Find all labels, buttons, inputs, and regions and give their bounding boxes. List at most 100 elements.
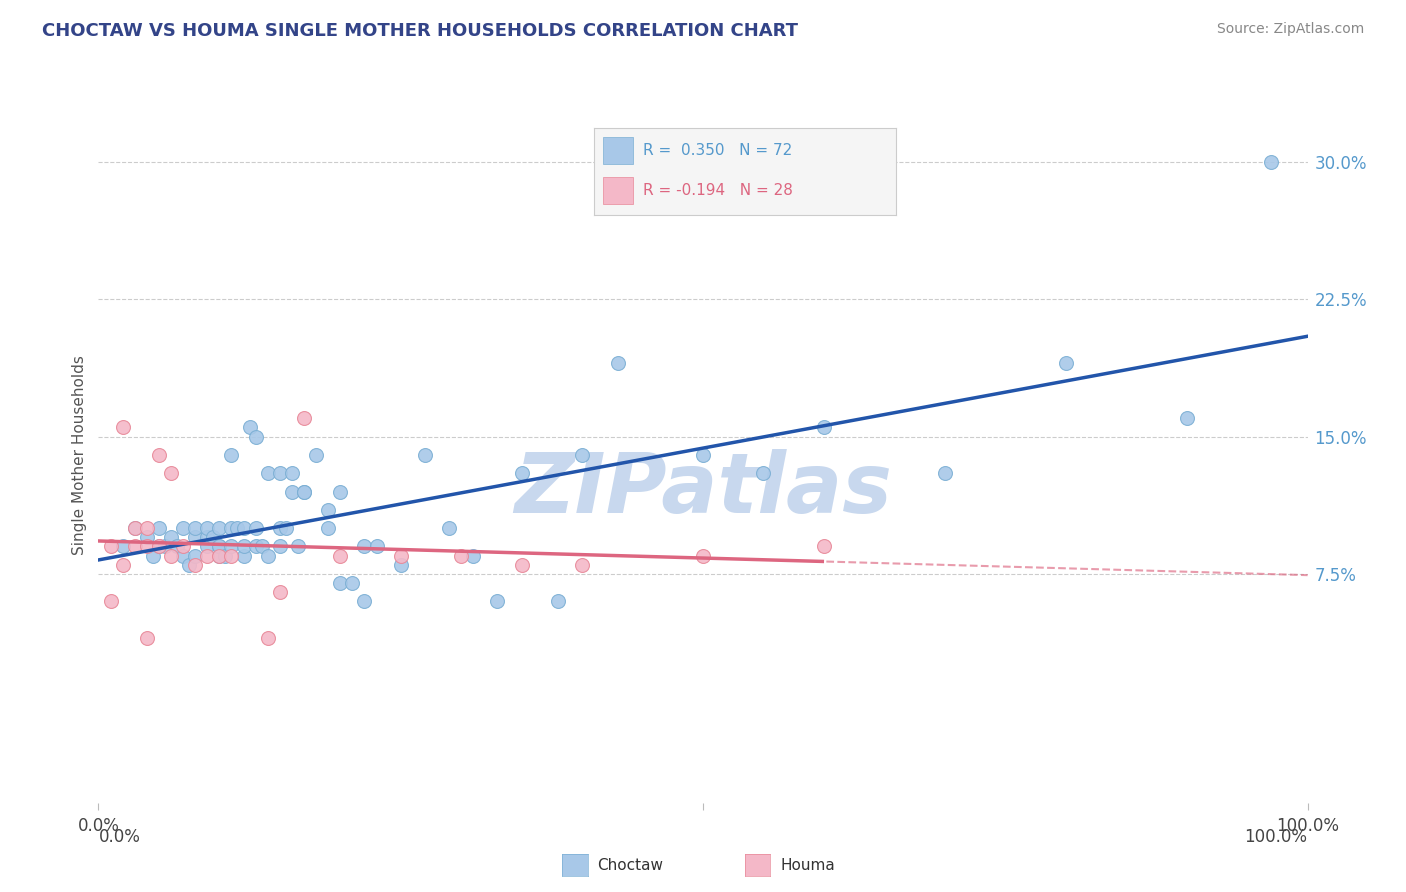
- Point: [148, 540, 170, 554]
- Point: [292, 484, 315, 499]
- Point: [607, 356, 630, 370]
- Point: [692, 448, 714, 462]
- Point: [208, 549, 231, 563]
- Point: [245, 521, 267, 535]
- Point: [239, 420, 262, 434]
- Point: [256, 467, 278, 481]
- Point: [450, 549, 472, 563]
- Point: [510, 467, 533, 481]
- Point: [269, 540, 291, 554]
- Point: [124, 521, 146, 535]
- Point: [329, 549, 352, 563]
- Point: [221, 549, 243, 563]
- Point: [1260, 155, 1282, 169]
- Point: [184, 521, 207, 535]
- Point: [148, 521, 170, 535]
- Point: [329, 576, 352, 591]
- Point: [148, 448, 170, 462]
- Point: [486, 594, 509, 608]
- Point: [437, 521, 460, 535]
- Point: [208, 540, 231, 554]
- Point: [208, 521, 231, 535]
- Point: [316, 521, 339, 535]
- Point: [160, 467, 183, 481]
- Point: [1054, 356, 1077, 370]
- Point: [226, 521, 249, 535]
- Point: [202, 530, 225, 544]
- Point: [184, 549, 207, 563]
- Point: [135, 521, 157, 535]
- Point: [111, 420, 134, 434]
- Point: [100, 540, 122, 554]
- Point: [232, 540, 254, 554]
- Point: [100, 594, 122, 608]
- Text: ZIPatlas: ZIPatlas: [515, 450, 891, 530]
- Point: [153, 540, 176, 554]
- Y-axis label: Single Mother Households: Single Mother Households: [72, 355, 87, 555]
- Point: [934, 467, 956, 481]
- Text: Houma: Houma: [780, 858, 835, 872]
- Bar: [603, 177, 634, 204]
- Point: [292, 484, 315, 499]
- Point: [221, 448, 243, 462]
- Point: [135, 530, 157, 544]
- Point: [571, 448, 593, 462]
- Point: [111, 558, 134, 572]
- Point: [184, 558, 207, 572]
- Point: [366, 540, 388, 554]
- Point: [124, 521, 146, 535]
- Point: [195, 530, 218, 544]
- Point: [571, 558, 593, 572]
- Point: [389, 558, 412, 572]
- Point: [256, 631, 278, 645]
- Point: [148, 540, 170, 554]
- Point: [195, 540, 218, 554]
- Point: [208, 540, 231, 554]
- Point: [342, 576, 364, 591]
- Point: [287, 540, 309, 554]
- Point: [510, 558, 533, 572]
- Point: [274, 521, 297, 535]
- Point: [221, 521, 243, 535]
- Text: 0.0%: 0.0%: [98, 828, 141, 846]
- Text: 100.0%: 100.0%: [1244, 828, 1308, 846]
- Point: [135, 540, 157, 554]
- Text: R =  0.350   N = 72: R = 0.350 N = 72: [643, 143, 792, 158]
- Point: [172, 521, 194, 535]
- Point: [208, 549, 231, 563]
- Point: [292, 411, 315, 425]
- Point: [160, 549, 183, 563]
- Point: [1175, 411, 1198, 425]
- Point: [692, 549, 714, 563]
- Point: [245, 429, 267, 443]
- Point: [813, 540, 835, 554]
- Point: [353, 594, 375, 608]
- Text: Source: ZipAtlas.com: Source: ZipAtlas.com: [1216, 22, 1364, 37]
- Point: [166, 540, 188, 554]
- Point: [316, 503, 339, 517]
- Point: [305, 448, 328, 462]
- Point: [463, 549, 485, 563]
- Point: [221, 540, 243, 554]
- Point: [813, 420, 835, 434]
- Point: [172, 540, 194, 554]
- Point: [281, 484, 304, 499]
- Point: [124, 540, 146, 554]
- Point: [111, 540, 134, 554]
- Point: [135, 631, 157, 645]
- Point: [329, 484, 352, 499]
- Text: CHOCTAW VS HOUMA SINGLE MOTHER HOUSEHOLDS CORRELATION CHART: CHOCTAW VS HOUMA SINGLE MOTHER HOUSEHOLD…: [42, 22, 799, 40]
- Point: [281, 467, 304, 481]
- Point: [160, 530, 183, 544]
- Point: [353, 540, 375, 554]
- Bar: [603, 136, 634, 164]
- Point: [179, 558, 201, 572]
- Point: [547, 594, 569, 608]
- Text: R = -0.194   N = 28: R = -0.194 N = 28: [643, 183, 793, 198]
- Point: [195, 521, 218, 535]
- Point: [752, 467, 775, 481]
- Point: [269, 467, 291, 481]
- Point: [184, 530, 207, 544]
- Point: [269, 521, 291, 535]
- Point: [172, 549, 194, 563]
